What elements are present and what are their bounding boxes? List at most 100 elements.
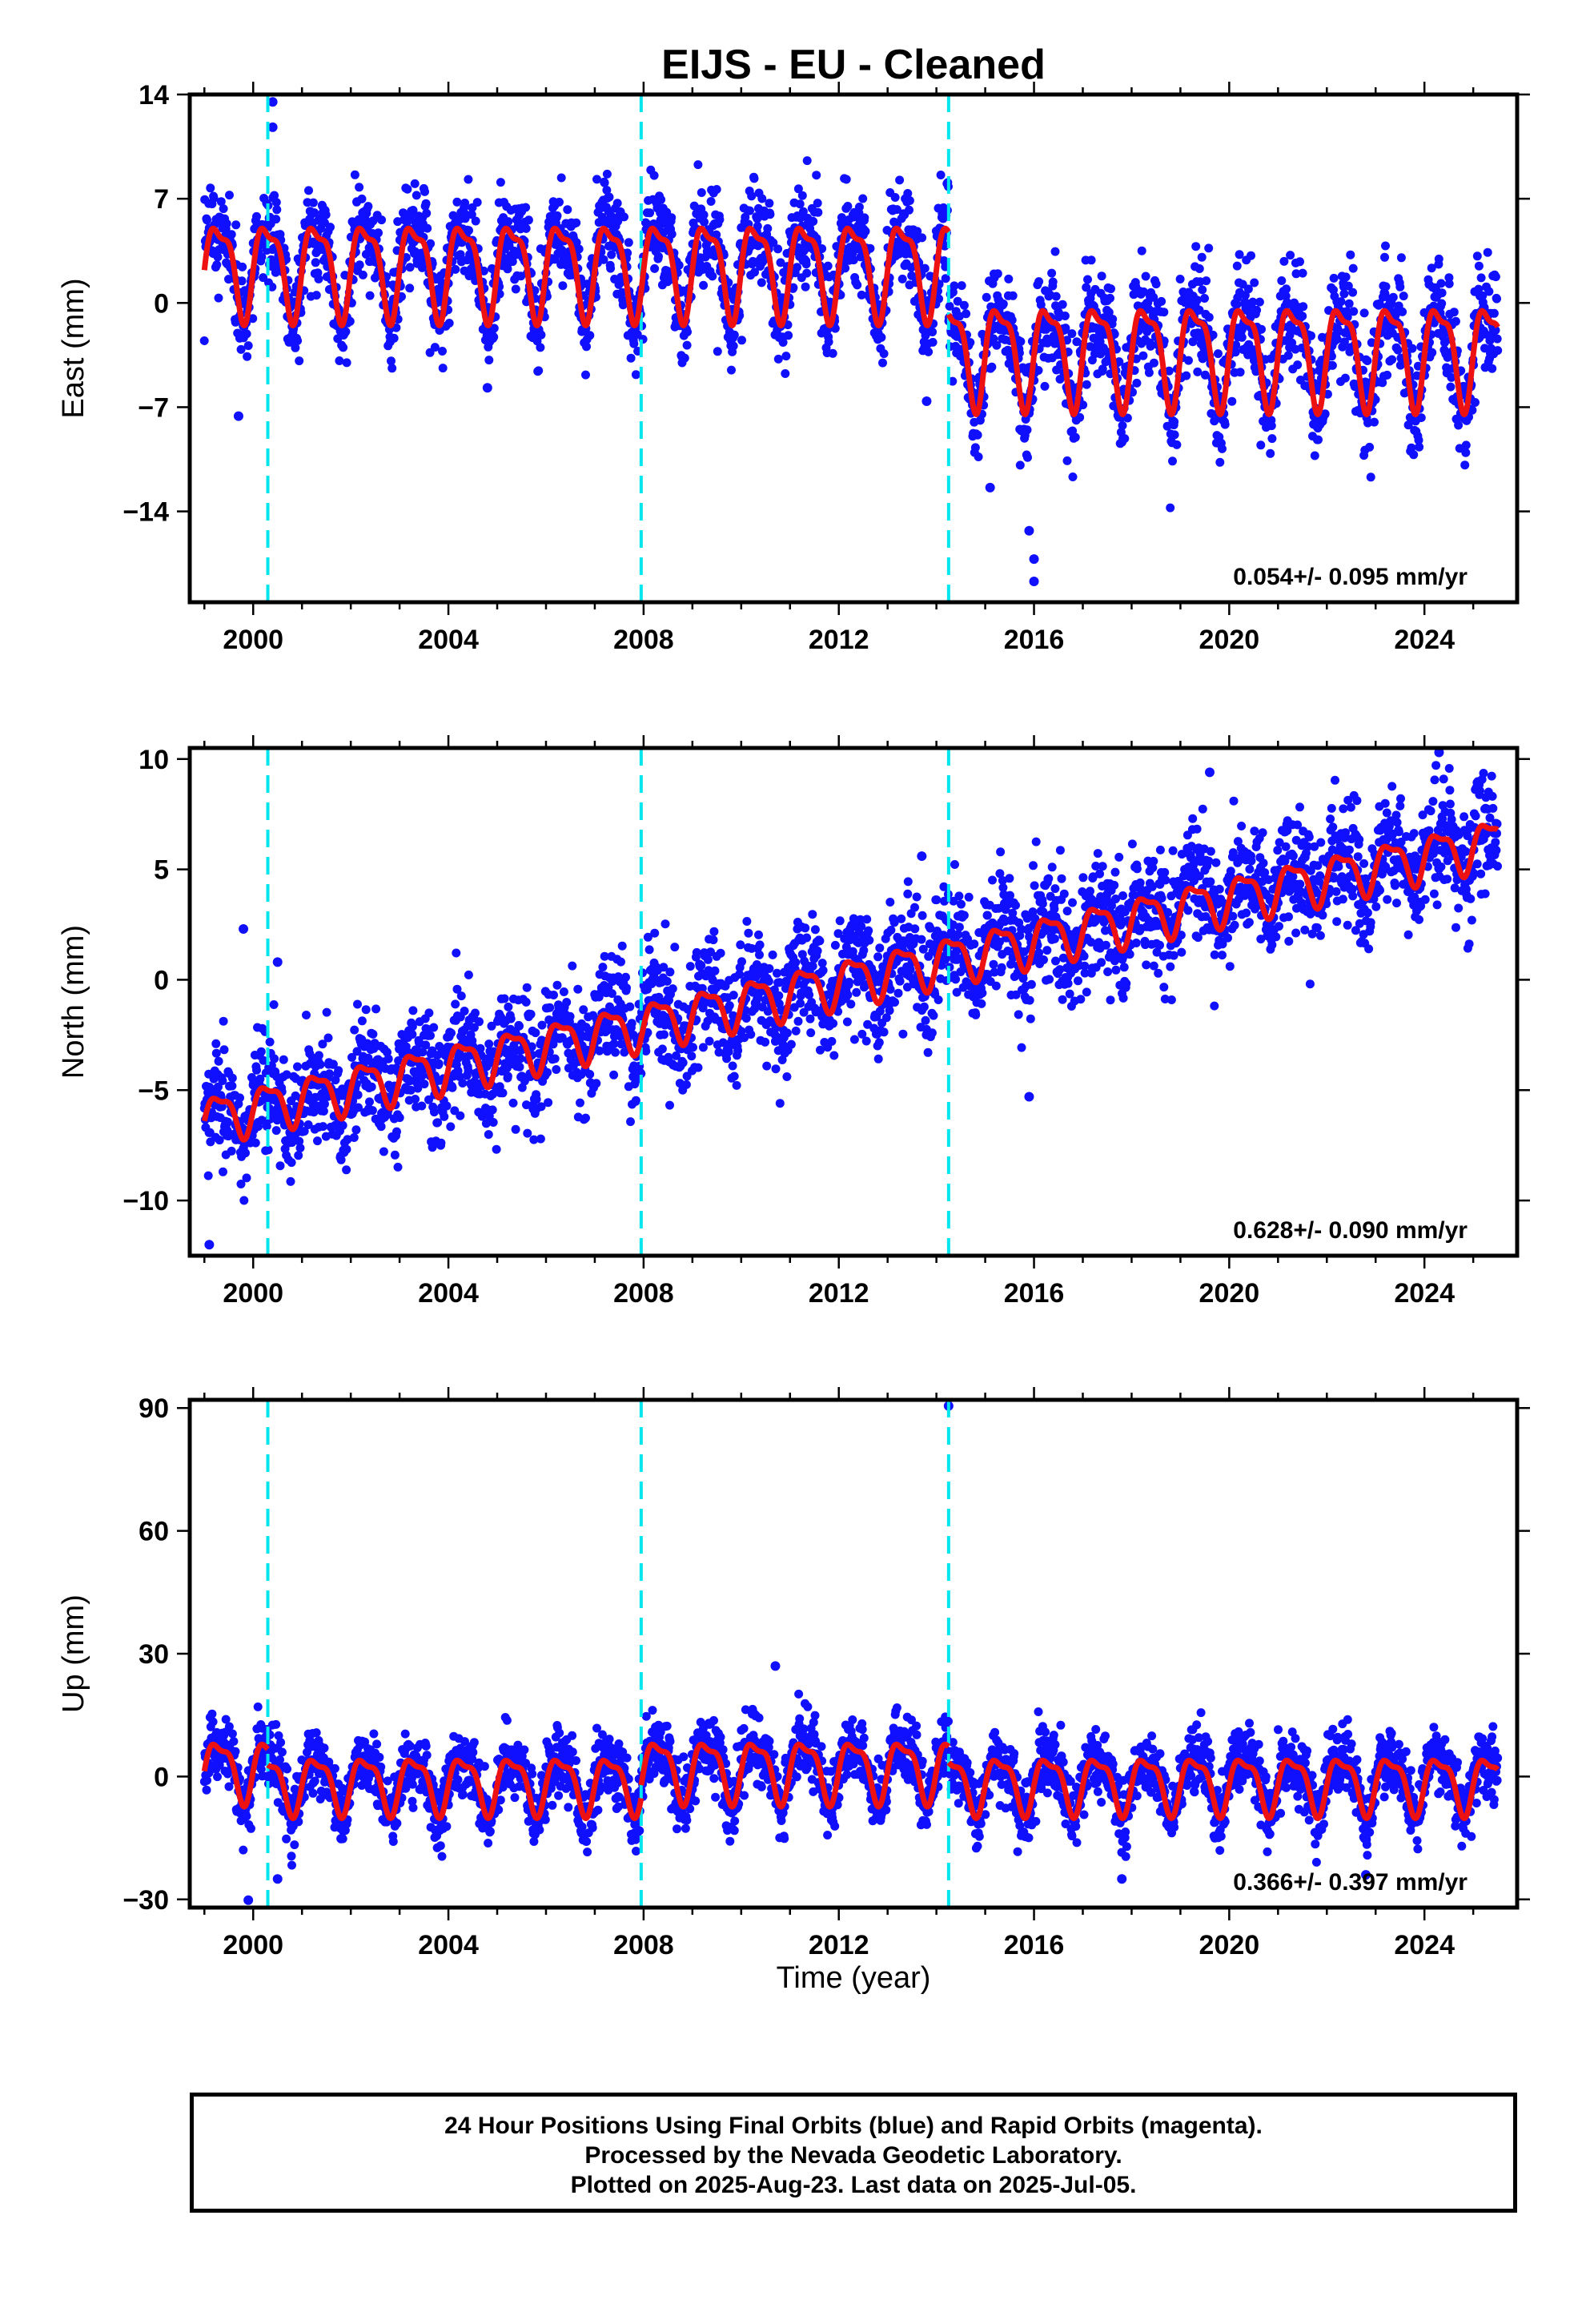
data-point: [576, 1098, 584, 1108]
data-point: [924, 347, 934, 356]
data-point: [243, 352, 252, 361]
data-point: [625, 1002, 635, 1011]
data-point: [417, 1101, 427, 1111]
data-point: [789, 283, 798, 292]
data-point: [835, 916, 845, 926]
data-point: [585, 1070, 595, 1079]
data-point: [1398, 307, 1407, 316]
data-point: [661, 919, 670, 929]
data-point: [920, 263, 930, 273]
data-point: [1395, 282, 1405, 292]
plot-area: [199, 94, 1503, 602]
data-point: [762, 1061, 772, 1071]
data-point: [339, 343, 348, 352]
data-point: [602, 169, 612, 179]
data-point: [815, 936, 825, 946]
data-point: [667, 229, 677, 239]
data-point: [357, 194, 367, 203]
data-point: [1476, 273, 1486, 283]
data-point: [1437, 299, 1447, 308]
data-point: [342, 1144, 351, 1154]
data-point: [974, 452, 983, 461]
data-point: [573, 984, 583, 994]
data-point: [319, 1122, 327, 1132]
data-point: [928, 337, 938, 347]
data-point: [741, 212, 750, 222]
data-point: [342, 1165, 351, 1175]
data-point: [379, 1147, 388, 1156]
data-point: [1023, 452, 1032, 462]
data-point: [504, 217, 513, 227]
data-point: [1484, 287, 1494, 296]
data-point: [219, 1167, 227, 1176]
data-point: [1191, 242, 1201, 251]
data-point: [271, 215, 281, 224]
data-point: [536, 330, 546, 340]
data-point: [950, 860, 959, 869]
data-point: [242, 1173, 251, 1183]
data-point: [1348, 263, 1358, 273]
data-point: [907, 271, 917, 280]
data-point: [1414, 436, 1423, 445]
data-point: [1248, 297, 1258, 307]
data-point: [1168, 456, 1177, 466]
data-point: [521, 203, 531, 212]
data-point: [1061, 324, 1070, 333]
data-point: [775, 1099, 785, 1108]
x-tick-label: 2016: [1004, 625, 1065, 655]
data-point: [771, 1064, 781, 1074]
data-point: [367, 1082, 376, 1092]
data-point: [1060, 312, 1070, 320]
data-point: [374, 228, 383, 238]
data-point: [471, 216, 480, 226]
data-point: [1204, 243, 1214, 253]
data-point: [763, 223, 773, 233]
data-point: [532, 1095, 541, 1104]
data-point: [709, 927, 719, 936]
data-point: [966, 338, 975, 348]
outlier-point: [267, 122, 278, 132]
data-point: [534, 366, 544, 376]
data-point: [287, 1158, 296, 1168]
data-point: [708, 271, 717, 281]
data-point: [905, 205, 913, 215]
data-point: [248, 314, 258, 324]
data-point: [351, 1125, 361, 1135]
data-point: [1067, 329, 1077, 339]
data-point: [656, 195, 666, 204]
x-tick-label: 2008: [613, 625, 674, 655]
data-point: [1149, 292, 1158, 302]
data-point: [1471, 398, 1480, 407]
data-point: [235, 1093, 244, 1103]
data-point: [812, 171, 821, 180]
data-point: [421, 199, 431, 208]
data-point: [422, 208, 432, 218]
data-point: [215, 1136, 224, 1145]
data-point: [782, 1072, 792, 1081]
data-point: [1220, 420, 1230, 429]
data-point: [873, 952, 883, 962]
data-point: [749, 174, 759, 183]
data-point: [1346, 250, 1355, 259]
data-point: [939, 882, 949, 891]
data-point: [1279, 256, 1289, 266]
data-point: [424, 1008, 434, 1018]
data-point: [598, 963, 608, 972]
data-point: [773, 354, 783, 364]
data-point: [862, 915, 872, 924]
data-point: [416, 226, 425, 235]
data-point: [1243, 284, 1253, 294]
data-point: [438, 347, 447, 356]
data-point: [214, 1082, 223, 1092]
data-point: [430, 343, 440, 352]
data-point: [667, 213, 677, 223]
data-point: [355, 183, 364, 192]
data-point: [801, 259, 811, 269]
data-point: [797, 191, 807, 200]
data-point: [1192, 296, 1202, 305]
data-point: [223, 1117, 232, 1127]
outlier-point: [1024, 525, 1034, 536]
data-point: [989, 959, 998, 969]
data-point: [912, 892, 921, 902]
data-point: [806, 1028, 816, 1038]
